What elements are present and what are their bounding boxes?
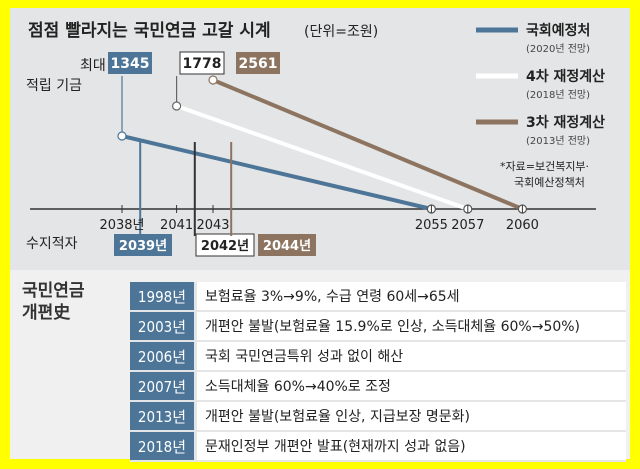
chart-title: 점점 빨라지는 국민연금 고갈 시계: [28, 21, 271, 41]
reform-title: 국민연금 개편史: [22, 280, 112, 324]
depletion-chart: 점점 빨라지는 국민연금 고갈 시계 (단위=조원) 최대 적립 기금 1345…: [26, 21, 605, 257]
peak-point-0: [117, 131, 127, 141]
deficit-box-0: [114, 234, 172, 256]
x-ticks: 2038년 2041 2043 2055 2057 2060: [99, 205, 539, 233]
legend-note-2: (2013년 전망): [526, 135, 590, 147]
peak-point-2: [208, 75, 218, 85]
legend-note-1: (2018년 전망): [526, 89, 590, 101]
reform-year: 1998년: [130, 282, 196, 312]
deficit-value-1: 2042년: [201, 239, 249, 254]
reform-title-line1: 국민연금: [22, 281, 85, 301]
source-line1: *자료=보건복지부·: [500, 160, 589, 173]
peak-box-0: [108, 52, 152, 74]
peak-point-1: [172, 101, 182, 111]
series-line-0: [120, 134, 434, 211]
reform-text: 국회 국민연금특위 성과 없이 해산: [194, 341, 626, 372]
reform-year: 2007년: [130, 371, 196, 402]
reform-text: 개편안 불발(보험료율 15.9%로 인상, 소득대체율 60%→50%): [194, 311, 626, 342]
legend-note-0: (2020년 전망): [526, 43, 590, 55]
x-tick-label-0: 2038년: [99, 218, 144, 233]
legend-name-2: 3차 재정계산: [526, 114, 605, 131]
reform-text: 개편안 불발(보험료율 인상, 지급보장 명문화): [194, 401, 626, 432]
reform-row: 2007년 소득대체율 60%→40%로 조정: [130, 371, 626, 402]
peak-value-0: 1345: [111, 56, 150, 72]
max-fund-label-line1: 최대: [80, 58, 106, 74]
reform-row: 2006년 국회 국민연금특위 성과 없이 해산: [130, 341, 626, 372]
deficit-value-2: 2044년: [263, 239, 311, 254]
reform-text: 소득대체율 60%→40%로 조정: [194, 371, 626, 402]
reform-title-line2: 개편史: [22, 303, 71, 323]
reform-row: 2003년 개편안 불발(보험료율 15.9%로 인상, 소득대체율 60%→50…: [130, 311, 626, 342]
deficit-label: 수지적자: [26, 236, 78, 252]
max-fund-label-line2: 적립 기금: [26, 78, 82, 94]
legend-name-0: 국회예정처: [526, 22, 590, 39]
deficit-value-0: 2039년: [119, 239, 167, 254]
x-tick-label-1: 2041: [160, 218, 193, 233]
series-line-1: [174, 104, 470, 211]
series-line-2: [211, 78, 525, 211]
deficit-box-2: [258, 234, 316, 256]
reform-row: 2018년 문재인정부 개편안 발표(현재까지 성과 없음): [130, 431, 626, 462]
peak-box-1: [179, 51, 225, 75]
legend: 국회예정처 (2020년 전망) 4차 재정계산 (2018년 전망) 3차 재정계산 (…: [476, 22, 605, 147]
reform-row: 2013년 개편안 불발(보험료율 인상, 지급보장 명문화): [130, 401, 626, 432]
deficit-box-1: [195, 233, 255, 257]
reform-row: 1998년 보험료율 3%→9%, 수급 연령 60세→65세: [130, 282, 626, 312]
peak-value-1: 1778: [183, 56, 222, 72]
x-tick-label-2: 2043: [196, 218, 229, 233]
x-tick-label-3: 2055: [415, 218, 448, 233]
reform-year: 2013년: [130, 401, 196, 432]
x-tick-label-5: 2060: [506, 218, 539, 233]
series-layer: 1345 2039년 1778 2042년 2561 2044년: [108, 51, 528, 257]
unit-label: (단위=조원): [304, 24, 378, 40]
reform-table: 1998년 보험료율 3%→9%, 수급 연령 60세→65세 2003년 개편안 불…: [130, 282, 626, 462]
reform-section: 국민연금 개편史 1998년 보험료율 3%→9%, 수급 연령 60세→65세 2…: [22, 280, 626, 462]
x-tick-label-4: 2057: [451, 218, 484, 233]
legend-name-1: 4차 재정계산: [526, 68, 605, 85]
peak-value-2: 2561: [239, 56, 278, 72]
reform-year: 2018년: [130, 431, 196, 462]
reform-year: 2006년: [130, 341, 196, 372]
reform-text: 문재인정부 개편안 발표(현재까지 성과 없음): [194, 431, 626, 462]
reform-year: 2003년: [130, 311, 196, 342]
peak-box-2: [236, 52, 280, 74]
source-line2: 국회예산정책처: [514, 176, 585, 189]
reform-text: 보험료율 3%→9%, 수급 연령 60세→65세: [194, 282, 626, 312]
